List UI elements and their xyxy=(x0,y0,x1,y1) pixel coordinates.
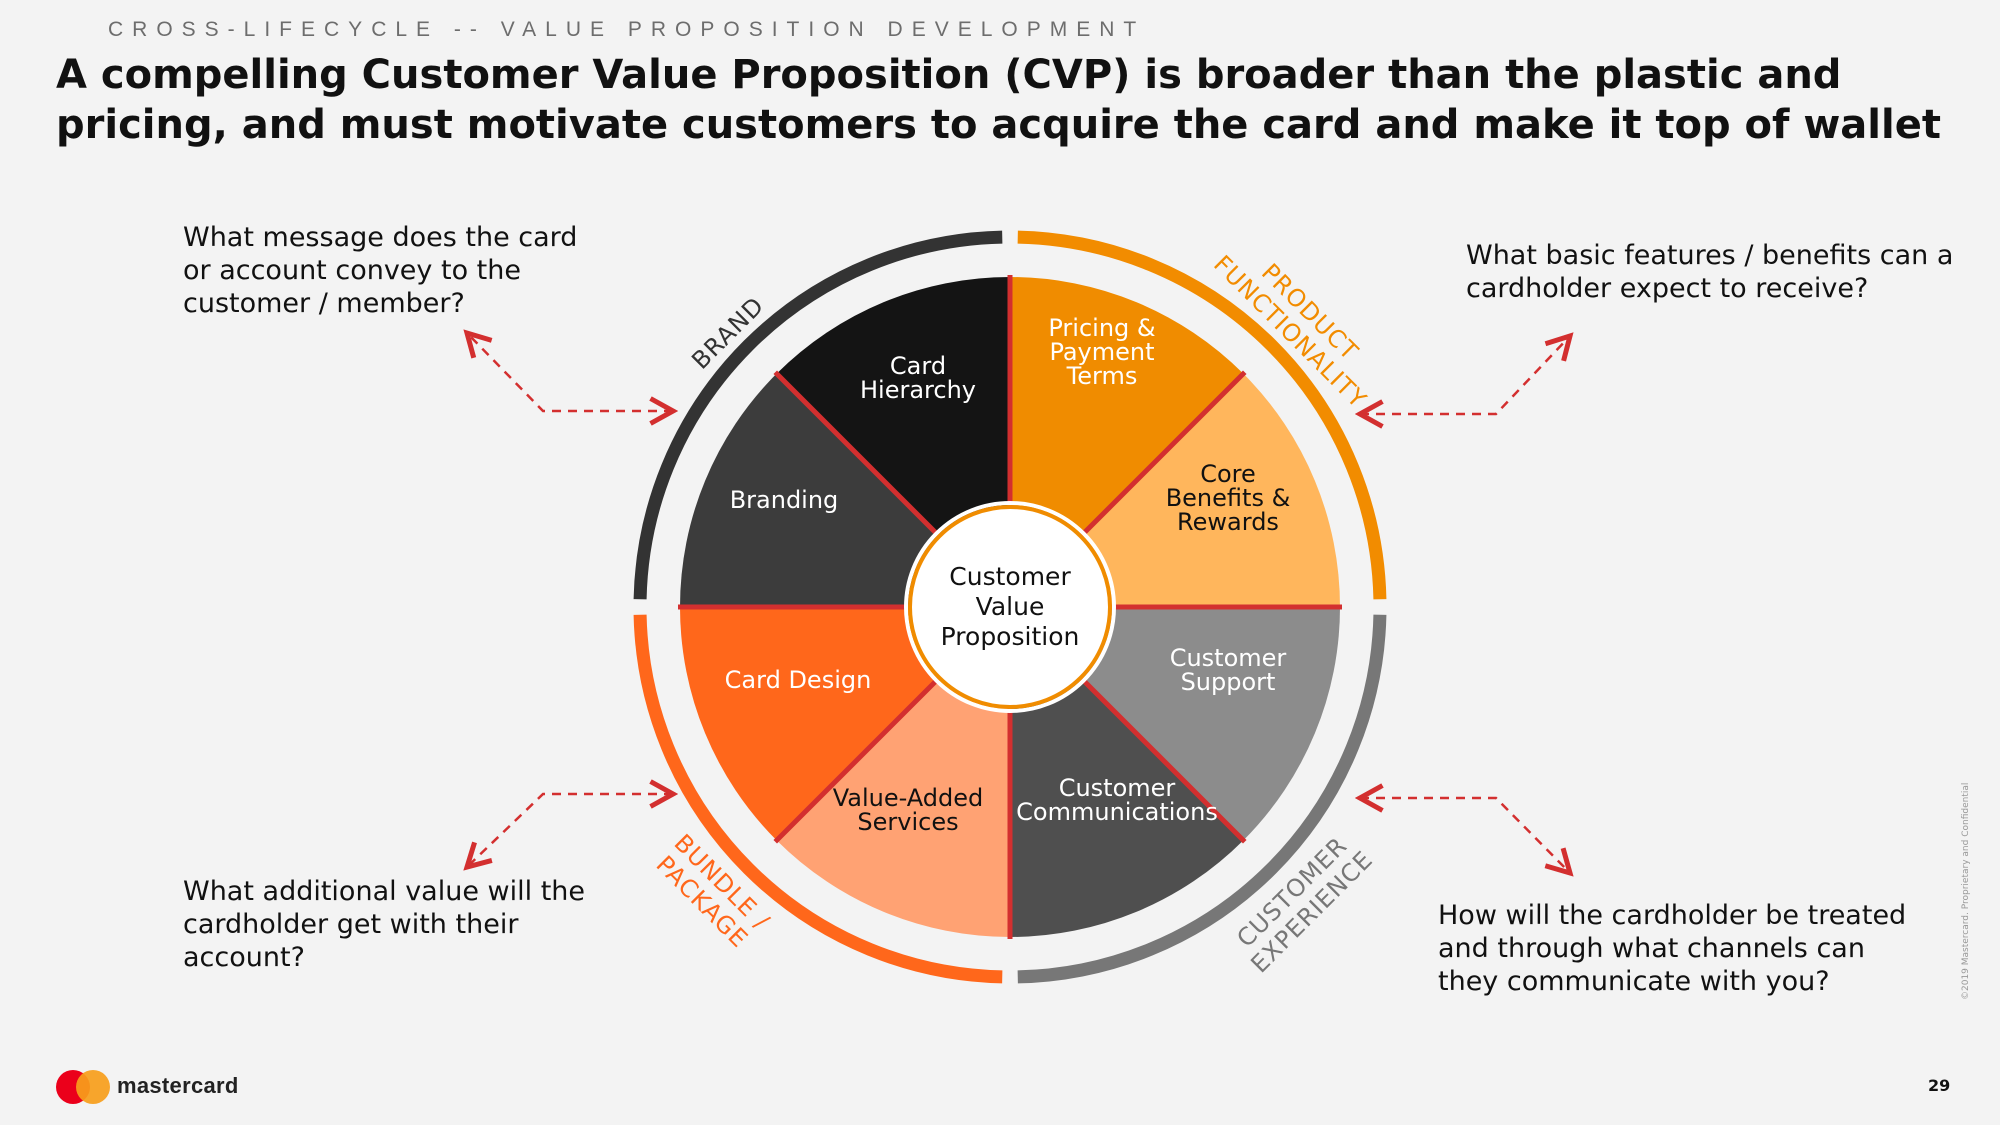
experience-arrow xyxy=(1360,798,1570,873)
brand-wordmark: mastercard xyxy=(117,1073,239,1098)
logo-yellow-circle xyxy=(76,1070,110,1104)
product-arrow xyxy=(1360,336,1570,414)
ring-arc-bundle-package xyxy=(633,614,1003,984)
segment-label-pricing-terms: Pricing & Payment Terms xyxy=(1048,314,1155,390)
experience-question: How will the cardholder be treated and t… xyxy=(1438,900,1907,997)
product-question: What basic features / benefits can a car… xyxy=(1466,240,1954,304)
page-number: 29 xyxy=(1928,1076,1951,1095)
center-hub: Customer Value Proposition xyxy=(908,505,1112,709)
section-kicker: CROSS-LIFECYCLE -- VALUE PROPOSITION DEV… xyxy=(108,18,1146,41)
quadrant-label-customer-experience: CUSTOMEREXPERIENCE xyxy=(1226,826,1379,979)
center-ring xyxy=(904,501,1116,713)
quadrant-label-bundle-package: BUNDLE /PACKAGE xyxy=(649,829,775,955)
segment-label-value-added-services: Value-Added Services xyxy=(833,784,984,836)
copyright-notice: ©2019 Mastercard. Proprietary and Confid… xyxy=(1961,782,1971,1000)
segment-label-card-design: Card Design xyxy=(725,666,872,694)
mastercard-logo xyxy=(56,1070,112,1104)
quadrant-ring xyxy=(633,230,1387,984)
segment-label-customer-support: Customer Support xyxy=(1170,644,1287,696)
segment-label-core-benefits: Core Benefits & Rewards xyxy=(1166,460,1291,536)
page-title: A compelling Customer Value Proposition … xyxy=(56,52,1941,148)
center-label: Customer Value Proposition xyxy=(941,562,1080,651)
connector-arrows xyxy=(467,333,1570,873)
segment-label-card-hierarchy: Card Hierarchy xyxy=(860,352,976,404)
ring-arc-product-functionality xyxy=(1017,230,1387,600)
brand-arrow xyxy=(467,333,673,411)
ring-arc-customer-experience xyxy=(1017,614,1387,984)
center-circle xyxy=(908,505,1112,709)
segment-label-branding: Branding xyxy=(730,486,839,514)
segment-label-customer-communications: Customer Communications xyxy=(1016,774,1218,826)
brand-question: What message does the card or account co… xyxy=(183,222,578,319)
bundle-question: What additional value will the cardholde… xyxy=(183,876,586,973)
bundle-arrow xyxy=(467,794,673,867)
ring-arc-brand xyxy=(633,230,1003,600)
